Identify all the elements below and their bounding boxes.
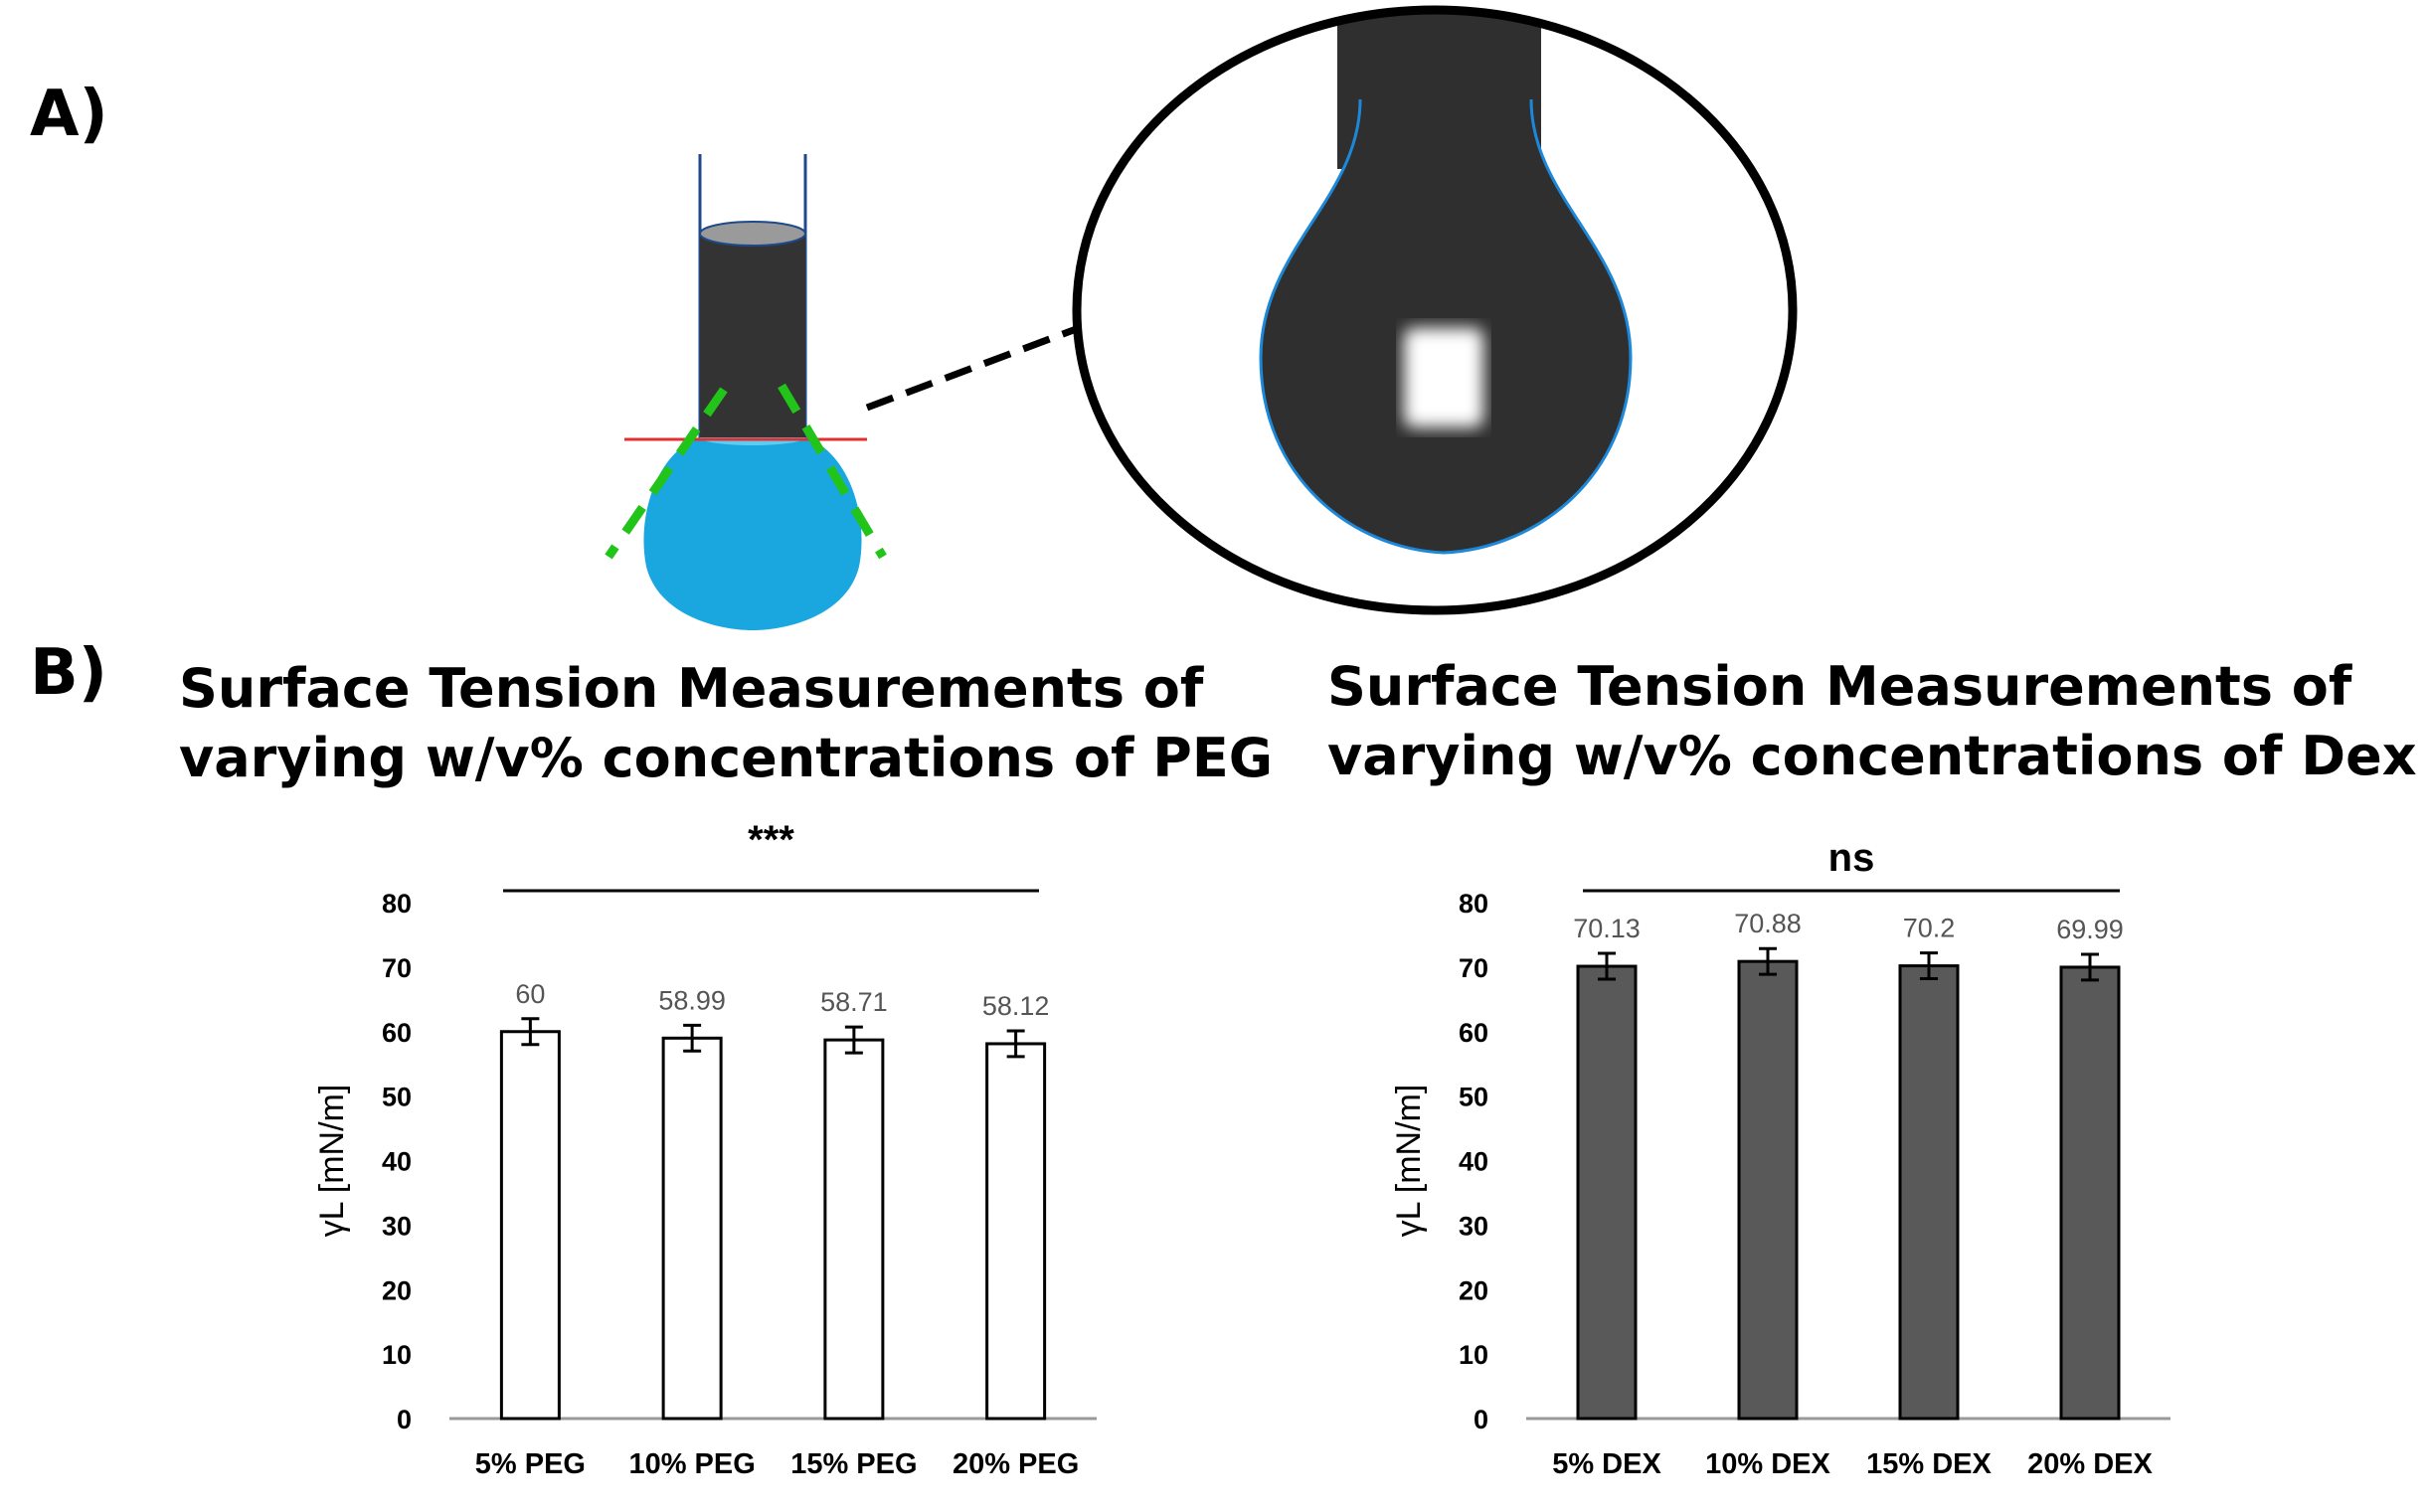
dex-bar-chart: 0 10 20 30 40 50 60 70 80 γL [mN/m] 70.13 5% DEX 70.… (1390, 836, 2170, 1480)
dex-data-label: 70.2 (1903, 914, 1956, 943)
dex-data-label: 70.13 (1573, 914, 1641, 943)
dex-chart-title-line-2: varying w/v% concentrations of Dex (1327, 725, 2417, 787)
peg-category-label: 10% PEG (628, 1448, 755, 1480)
drop-camera-image (1072, 5, 1798, 615)
peg-y-tick-label: 70 (382, 953, 412, 983)
contour-fit-left (605, 387, 728, 560)
dex-y-tick-label: 50 (1459, 1083, 1488, 1112)
peg-category-label: 5% PEG (475, 1448, 586, 1480)
peg-significance-label: *** (748, 818, 794, 862)
peg-y-tick-label: 60 (382, 1018, 412, 1048)
dex-category-label: 15% DEX (1866, 1448, 1992, 1480)
peg-category-label: 20% PEG (953, 1448, 1079, 1480)
dex-data-label: 70.88 (1734, 909, 1802, 938)
dex-y-axis-label: γL [mN/m] (1390, 1085, 1428, 1238)
peg-chart-title-line-2: varying w/v% concentrations of PEG (179, 727, 1274, 789)
peg-y-tick-label: 40 (382, 1147, 412, 1177)
peg-y-tick-label: 0 (397, 1405, 412, 1434)
zoom-circle (1072, 5, 1798, 615)
peg-bar (661, 1036, 723, 1421)
zoom-connector (865, 324, 1081, 412)
dex-chart-title: Surface Tension Measurements of varying … (1327, 652, 2417, 791)
dex-bar (2059, 965, 2121, 1421)
dex-bar (1898, 964, 1960, 1421)
peg-bar (499, 1030, 561, 1421)
peg-y-axis-label: γL [mN/m] (313, 1085, 351, 1238)
dex-significance-label: ns (1828, 836, 1875, 880)
dex-bar (1737, 959, 1799, 1421)
panel-label-b: B) (30, 636, 108, 710)
peg-y-tick-label: 80 (382, 889, 412, 919)
peg-y-tick-label: 30 (382, 1211, 412, 1241)
droplet (643, 437, 862, 630)
peg-bar-chart: 0 10 20 30 40 50 60 70 80 γL [mN/m] 60 5% PEG 58.99 1… (313, 818, 1097, 1480)
dex-y-tick-label: 20 (1459, 1275, 1488, 1305)
dex-y-tick-label: 30 (1459, 1211, 1488, 1241)
dex-y-tick-label: 40 (1459, 1147, 1488, 1177)
peg-chart-title-line-1: Surface Tension Measurements of (179, 657, 1204, 720)
light-reflection (1404, 328, 1483, 427)
dex-data-label: 69.99 (2056, 915, 2124, 944)
peg-data-label: 60 (515, 979, 545, 1009)
dex-bar (1576, 964, 1638, 1421)
peg-data-label: 58.71 (820, 987, 888, 1017)
panel-label-a: A) (30, 78, 108, 151)
peg-bar (985, 1042, 1047, 1421)
dex-category-label: 10% DEX (1705, 1448, 1830, 1480)
peg-data-label: 58.99 (658, 985, 726, 1015)
peg-bar (823, 1038, 885, 1421)
dex-y-tick-label: 80 (1459, 889, 1488, 919)
dex-y-tick-label: 60 (1459, 1018, 1488, 1048)
peg-y-tick-label: 10 (382, 1340, 412, 1370)
dex-y-tick-label: 10 (1459, 1340, 1488, 1370)
dex-y-tick-label: 0 (1474, 1405, 1488, 1434)
drop-silhouette (1259, 98, 1633, 555)
dex-category-label: 20% DEX (2027, 1448, 2153, 1480)
dex-category-label: 5% DEX (1552, 1448, 1661, 1480)
peg-data-label: 58.12 (982, 991, 1050, 1021)
peg-category-label: 15% PEG (790, 1448, 917, 1480)
peg-y-tick-label: 20 (382, 1275, 412, 1305)
capillary-top (699, 221, 806, 247)
peg-chart-title: Surface Tension Measurements of varying … (179, 654, 1273, 793)
capillary-drop-schematic (605, 154, 1081, 630)
dex-chart-title-line-1: Surface Tension Measurements of (1327, 655, 2352, 718)
contour-fit-right (778, 383, 887, 560)
dex-y-tick-label: 70 (1459, 953, 1488, 983)
peg-y-tick-label: 50 (382, 1083, 412, 1112)
